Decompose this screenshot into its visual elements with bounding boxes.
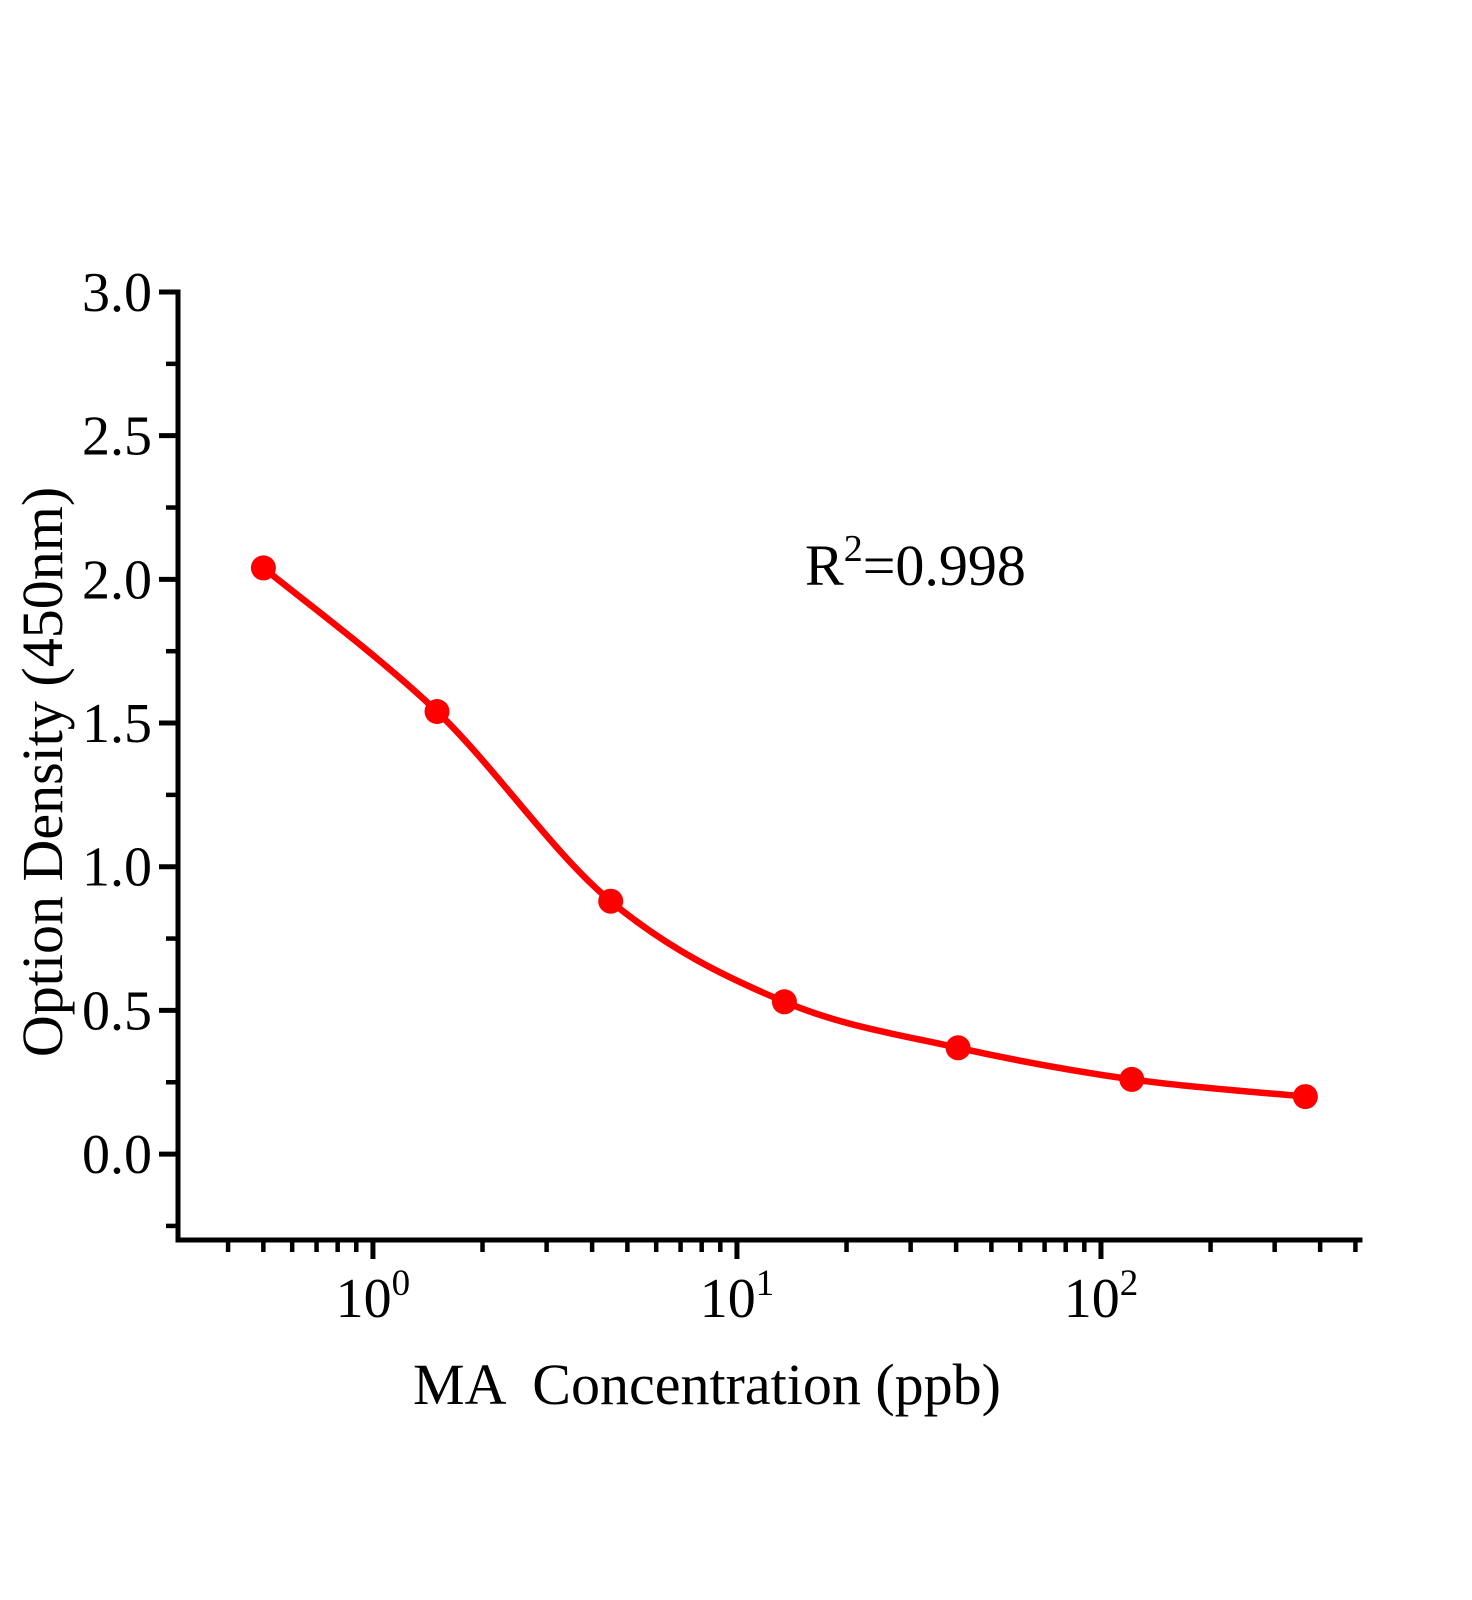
data-point-marker xyxy=(1292,1084,1318,1110)
y-axis-tick-labels: 0.0 0.5 1.0 1.5 2.0 2.5 3.0 xyxy=(82,262,152,1186)
y-tick-label: 0.5 xyxy=(82,980,152,1042)
curve-series xyxy=(250,555,1318,1110)
x-axis-ticks xyxy=(225,1240,1358,1259)
data-point-marker xyxy=(771,989,797,1015)
axis-titles: MA Concentration (ppb) Option Density (45… xyxy=(10,487,1001,1417)
data-point-marker xyxy=(424,699,450,724)
data-point-marker xyxy=(1119,1066,1145,1092)
r-squared-annotation: R2=0.998 xyxy=(805,528,1026,598)
axes xyxy=(175,289,1363,1243)
fit-curve xyxy=(260,564,1309,1100)
y-tick-label: 2.0 xyxy=(82,549,152,611)
y-tick-label: 2.5 xyxy=(82,406,152,468)
y-tick-label: 1.5 xyxy=(82,693,152,755)
y-tick-label: 0.0 xyxy=(82,1124,152,1186)
data-point-marker xyxy=(598,888,624,914)
data-point-marker xyxy=(250,555,276,581)
y-axis-ticks xyxy=(159,289,178,1229)
y-axis-title: Option Density (450nm) xyxy=(10,487,75,1057)
x-axis-tick-labels: 100 101 102 xyxy=(336,1263,1139,1330)
axis-spines xyxy=(175,289,1363,1243)
y-tick-label: 3.0 xyxy=(82,262,152,324)
annotations: R2=0.998 xyxy=(805,528,1026,598)
x-axis-title: MA Concentration (ppb) xyxy=(413,1352,1001,1417)
x-tick-label: 101 xyxy=(700,1263,775,1330)
x-tick-label: 102 xyxy=(1064,1263,1139,1330)
x-tick-label: 100 xyxy=(336,1263,411,1330)
y-tick-label: 1.0 xyxy=(82,837,152,899)
data-point-marker xyxy=(945,1035,971,1061)
